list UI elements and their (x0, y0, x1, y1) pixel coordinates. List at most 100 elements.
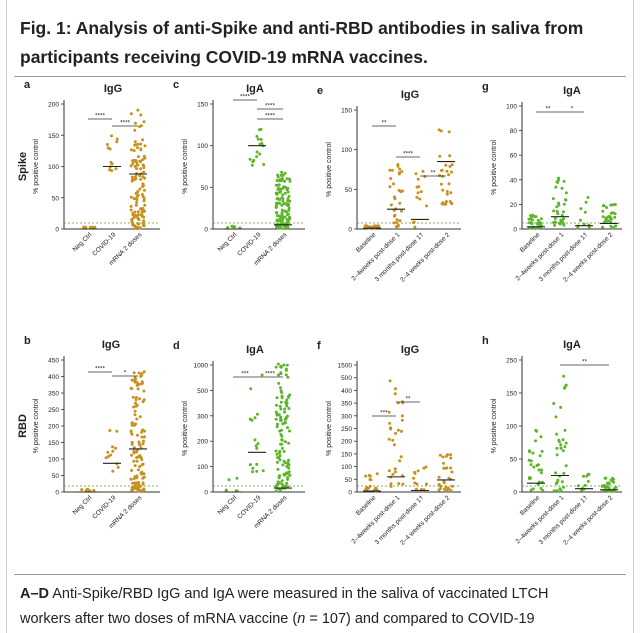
ylabel-h: % positive control (491, 398, 498, 453)
data-point-a (134, 191, 138, 195)
caption-line1: Anti-Spike/RBD IgG and IgA were measured… (49, 586, 549, 602)
data-point-h (529, 488, 533, 492)
data-point-c (286, 199, 290, 203)
data-point-a (106, 146, 110, 150)
data-point-c (280, 208, 284, 212)
ytick-label-f-4: 200 (341, 439, 352, 446)
data-point-h (532, 465, 536, 469)
data-point-a (136, 146, 139, 150)
data-point-d (277, 381, 281, 385)
category-label-b-1: COVID-19 (91, 494, 117, 520)
data-point-b (137, 371, 141, 375)
data-point-d (255, 462, 259, 466)
ytick-label-g-2: 40 (510, 177, 518, 184)
sig-label-e-1: **** (403, 151, 414, 158)
data-point-b (136, 468, 140, 472)
ytick-label-b-3: 150 (48, 440, 59, 447)
ytick-label-c-0: 0 (204, 227, 208, 234)
data-point-g (562, 222, 566, 226)
data-point-g (609, 211, 613, 215)
ytick-label-f-0: 0 (348, 490, 352, 497)
data-point-d (281, 422, 285, 426)
data-point-h (555, 453, 559, 457)
data-point-g (609, 224, 613, 228)
data-point-a (141, 184, 145, 188)
data-point-d (251, 466, 255, 470)
data-point-d (283, 440, 287, 444)
data-point-g (601, 225, 604, 229)
data-point-c (286, 221, 290, 225)
data-point-c (274, 191, 278, 195)
ytick-label-b-7: 400 (48, 374, 59, 381)
data-point-b (138, 443, 142, 447)
data-point-c (287, 206, 291, 210)
data-point-c (280, 196, 284, 200)
data-point-c (230, 224, 234, 228)
data-point-a (110, 134, 113, 138)
ytick-label-a-1: 50 (52, 195, 60, 202)
data-point-c (286, 197, 290, 201)
data-point-g (611, 203, 615, 207)
panel-title-g: IgA (563, 85, 581, 97)
panel-letter-d: d (173, 340, 180, 352)
data-point-e (416, 177, 420, 181)
data-point-d (274, 489, 278, 493)
data-point-a (133, 128, 137, 132)
data-point-b (142, 389, 146, 393)
data-point-d (224, 488, 228, 492)
data-point-d (279, 433, 283, 436)
data-point-b (143, 435, 146, 439)
data-point-e (392, 221, 396, 225)
data-point-e (438, 154, 442, 158)
data-point-d (279, 442, 283, 446)
data-point-d (283, 407, 287, 411)
data-point-c (255, 155, 259, 159)
data-point-b (111, 445, 114, 449)
category-label-f-2: 3 months post-dose 1† (374, 494, 426, 546)
data-point-g (558, 222, 562, 226)
data-point-e (417, 185, 421, 189)
sig-label-c-0: **** (240, 94, 251, 101)
data-point-b (139, 374, 143, 378)
data-point-e (444, 163, 448, 167)
ytick-label-b-2: 100 (48, 457, 59, 464)
data-point-c (287, 219, 291, 222)
data-point-b (142, 475, 146, 479)
data-point-e (392, 209, 396, 212)
data-point-a (131, 178, 135, 182)
data-point-h (539, 471, 543, 475)
data-point-c (286, 186, 290, 190)
data-point-b (141, 462, 145, 466)
data-point-b (136, 382, 140, 386)
data-point-d (280, 479, 284, 483)
data-point-b (129, 477, 133, 481)
panel-title-d: IgA (246, 344, 264, 356)
data-point-e (439, 182, 443, 186)
data-point-c (252, 158, 256, 162)
data-point-d (276, 362, 280, 366)
data-point-h (535, 464, 539, 467)
data-point-d (278, 404, 282, 408)
data-point-d (276, 467, 280, 471)
data-point-c (277, 183, 281, 187)
data-point-f (388, 421, 392, 425)
data-point-h (529, 459, 533, 463)
data-point-h (529, 463, 533, 467)
data-point-d (284, 484, 288, 488)
data-point-d (278, 454, 282, 458)
data-point-e (438, 174, 442, 177)
data-point-h (554, 471, 558, 475)
data-point-g (587, 226, 591, 229)
data-point-g (613, 203, 617, 206)
data-point-d (280, 482, 284, 486)
sig-label-e-0: ** (381, 120, 387, 127)
data-point-f (444, 485, 448, 489)
ytick-label-a-3: 150 (48, 133, 59, 140)
ytick-label-f-5: 250 (341, 426, 352, 433)
data-point-h (559, 443, 563, 447)
data-point-f (394, 470, 397, 474)
ylabel-a: % positive control (33, 139, 40, 194)
data-point-c (255, 150, 259, 154)
data-point-e (449, 201, 453, 205)
data-point-d (274, 417, 278, 421)
